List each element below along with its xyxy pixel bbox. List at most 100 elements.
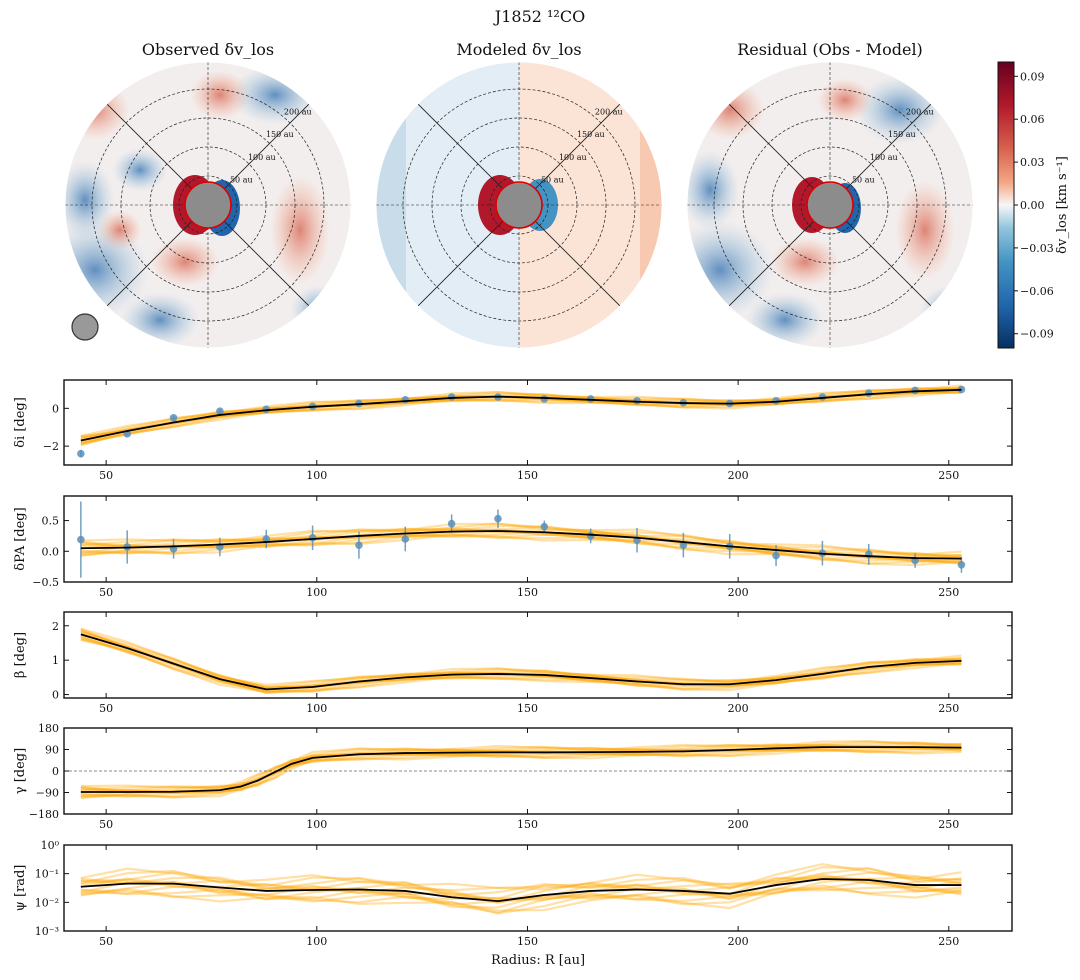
panel-frame xyxy=(63,379,1013,466)
x-tick-label: 50 xyxy=(99,935,113,948)
x-tick-label: 150 xyxy=(517,469,538,482)
x-tick-label: 50 xyxy=(99,586,113,599)
data-point xyxy=(540,395,549,403)
y-tick-label: 10⁻¹ xyxy=(35,868,59,881)
median-model-line xyxy=(80,388,962,442)
posterior-sample xyxy=(80,747,962,799)
colorbar-label: δv_los [km s⁻¹] xyxy=(1055,156,1070,254)
posterior-sample xyxy=(80,388,962,440)
x-tick-label: 150 xyxy=(517,702,538,715)
posterior-sample xyxy=(80,390,962,444)
posterior-sample xyxy=(80,866,962,892)
y-axis-label: γ [deg] xyxy=(13,748,28,794)
model-map-title: Modeled δv_los xyxy=(456,40,581,59)
ring-label: 100 au xyxy=(248,153,276,162)
colorbar-tick-label: 0.03 xyxy=(1020,156,1045,169)
profile-panel: 50 100 150 200 250 −2 0 δi [deg] xyxy=(13,379,1013,482)
map-edge xyxy=(375,61,663,349)
posterior-sample xyxy=(80,862,962,891)
data-point xyxy=(77,449,85,458)
colorbar-ticks: 0.09 0.06 0.03 0.00 −0.03 −0.06 −0.09 xyxy=(1014,70,1054,341)
posterior-sample xyxy=(80,522,962,557)
posterior-sample xyxy=(80,742,962,794)
y-tick-label: 0 xyxy=(52,689,59,702)
ring-label: 150 au xyxy=(266,130,294,139)
data-point xyxy=(679,541,688,549)
ring-label: 150 au xyxy=(888,130,916,139)
posterior-sample xyxy=(80,533,962,564)
posterior-sample xyxy=(80,747,962,798)
posterior-sample xyxy=(80,744,962,798)
median-model-line xyxy=(80,878,962,903)
posterior-sample xyxy=(80,533,962,567)
y-tick-label: 10⁻³ xyxy=(35,925,59,938)
y-tick-label: 1 xyxy=(52,654,59,667)
posterior-sample xyxy=(80,884,962,912)
panel-frame xyxy=(63,611,1013,699)
posterior-sample xyxy=(80,885,962,914)
profile-panel: 50 100 150 200 250 10⁻³ 10⁻² 10⁻¹ 10⁰ ψ [rad] xyxy=(13,839,1013,948)
x-tick-label: 200 xyxy=(728,469,749,482)
median-model-line xyxy=(80,746,962,793)
posterior-sample xyxy=(80,627,962,686)
map-edge xyxy=(64,61,352,349)
data-point xyxy=(772,551,780,560)
x-tick-label: 100 xyxy=(306,469,327,482)
polar-grid: 50 au 100 au 150 au 200 au xyxy=(64,61,352,349)
y-tick-label: 2 xyxy=(52,620,59,633)
ring-label: 100 au xyxy=(559,153,587,162)
y-tick-label: 0 xyxy=(52,402,59,415)
posterior-sample xyxy=(80,873,962,901)
x-tick-label: 150 xyxy=(517,586,538,599)
posterior-sample xyxy=(80,390,962,447)
colorbar-bar xyxy=(997,61,1015,349)
x-tick-label: 50 xyxy=(99,702,113,715)
posterior-sample xyxy=(80,384,962,437)
y-tick-label: −180 xyxy=(29,808,59,821)
masked-center xyxy=(184,181,232,229)
posterior-sample xyxy=(80,875,962,904)
posterior-sample xyxy=(80,742,962,794)
ring-label: 150 au xyxy=(577,130,605,139)
y-tick-label: 90 xyxy=(45,744,59,757)
ring-label: 200 au xyxy=(595,108,623,117)
data-point xyxy=(401,396,410,404)
posterior-sample xyxy=(80,745,962,799)
x-tick-label: 250 xyxy=(938,818,959,831)
x-tick-label: 50 xyxy=(99,818,113,831)
posterior-sample xyxy=(80,635,962,693)
map-overlays: 50 au 100 au 150 au 200 au 50 au 100 au 150 au… xyxy=(64,61,974,349)
posterior-sample xyxy=(80,522,962,557)
y-tick-label: −90 xyxy=(36,787,59,800)
x-tick-label: 200 xyxy=(728,586,749,599)
polar-grid: 50 au 100 au 150 au 200 au xyxy=(375,61,663,349)
ring-label: 50 au xyxy=(852,175,875,184)
data-point xyxy=(216,407,224,415)
posterior-sample xyxy=(80,531,962,565)
posterior-sample xyxy=(80,746,962,798)
figure-title: J1852 ¹²CO xyxy=(493,7,585,26)
y-tick-label: −2 xyxy=(43,440,59,453)
data-point xyxy=(77,535,85,544)
data-point xyxy=(540,522,549,531)
ring-label: 50 au xyxy=(541,175,564,184)
x-tick-label: 250 xyxy=(938,702,959,715)
data-point xyxy=(447,519,456,528)
x-tick-label: 150 xyxy=(517,935,538,948)
masked-center xyxy=(495,181,543,229)
panel-frame xyxy=(63,495,1013,583)
median-model-line xyxy=(80,633,962,691)
y-tick-label: 180 xyxy=(38,722,59,735)
y-tick-label: 10⁰ xyxy=(41,839,60,852)
x-tick-label: 200 xyxy=(728,818,749,831)
y-tick-label: 0.5 xyxy=(42,515,60,528)
profile-panel: 50 100 150 200 250 −180 −90 0 90 180 γ [deg] xyxy=(13,722,1013,831)
masked-center xyxy=(806,181,854,229)
y-tick-label: 10⁻² xyxy=(35,896,59,909)
posterior-sample xyxy=(80,638,962,694)
data-point xyxy=(355,541,363,549)
data-point xyxy=(169,413,178,422)
x-tick-label: 100 xyxy=(306,702,327,715)
posterior-sample xyxy=(80,740,962,791)
posterior-sample xyxy=(80,871,962,900)
